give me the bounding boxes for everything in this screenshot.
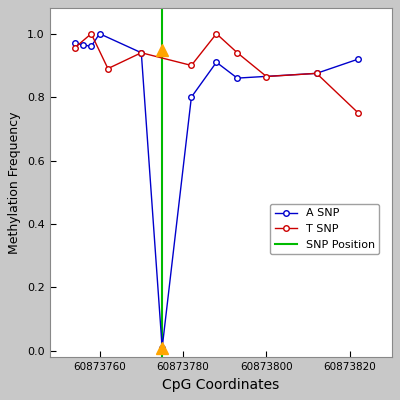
Legend: A SNP, T SNP, SNP Position: A SNP, T SNP, SNP Position bbox=[270, 204, 379, 254]
Y-axis label: Methylation Frequency: Methylation Frequency bbox=[8, 112, 21, 254]
X-axis label: CpG Coordinates: CpG Coordinates bbox=[162, 378, 279, 392]
